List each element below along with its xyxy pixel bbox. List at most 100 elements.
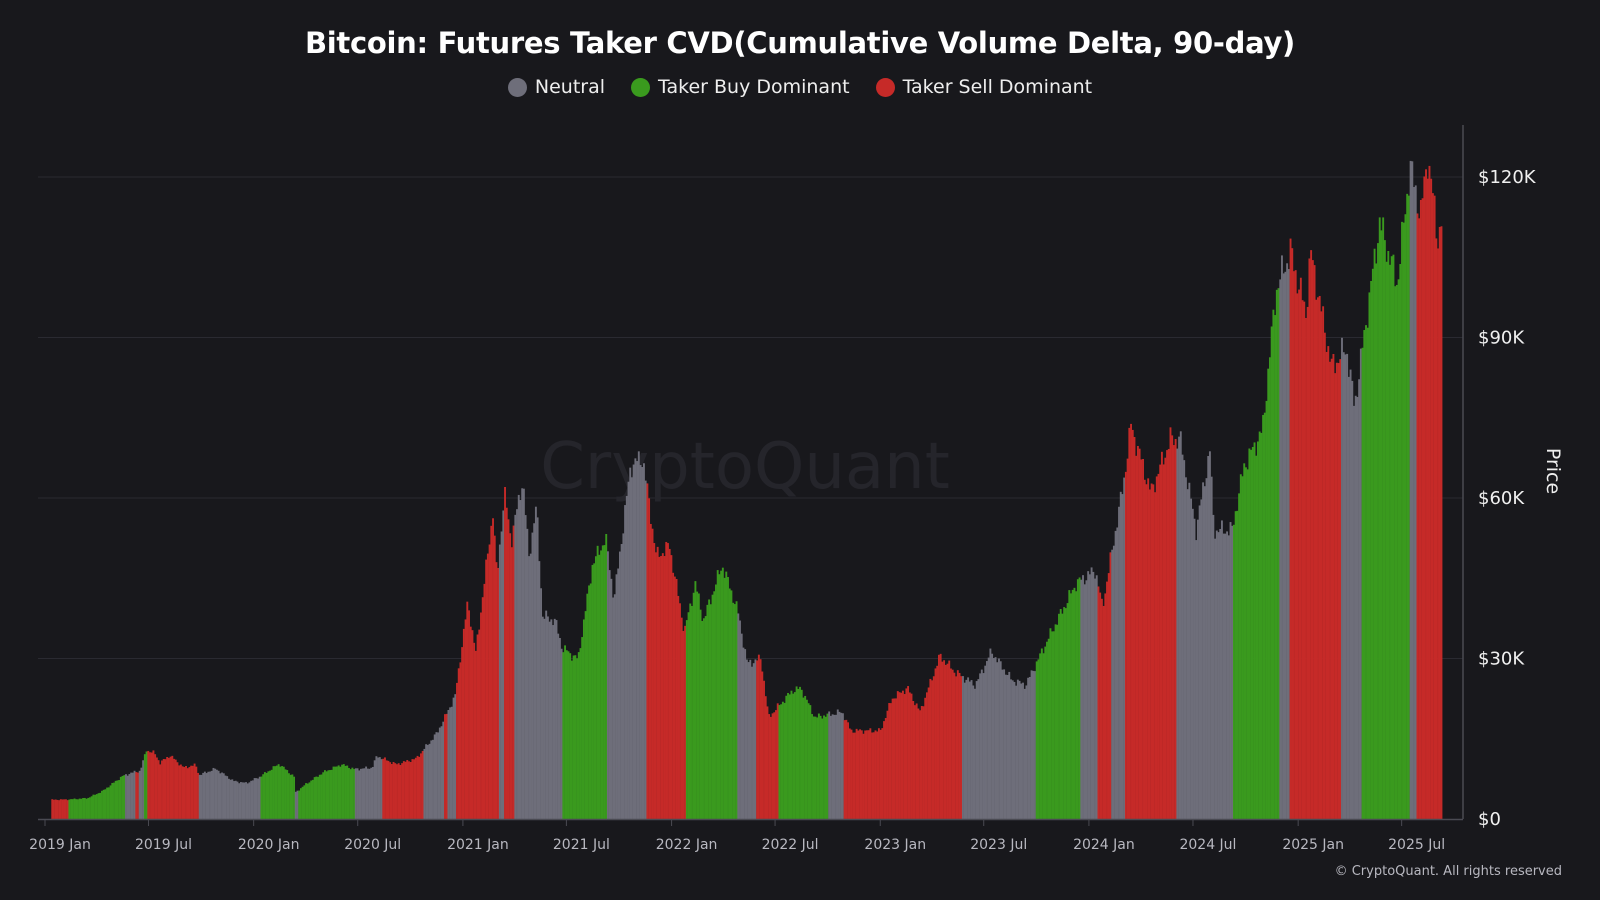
price-bar bbox=[739, 620, 741, 819]
price-bar bbox=[850, 729, 853, 819]
price-bar bbox=[560, 648, 563, 819]
price-bar bbox=[468, 610, 470, 819]
price-bar bbox=[1049, 628, 1052, 819]
price-bar bbox=[207, 771, 210, 819]
price-bar bbox=[1402, 222, 1405, 820]
price-bar bbox=[332, 766, 335, 819]
price-bar bbox=[1116, 527, 1119, 819]
price-bar bbox=[529, 553, 532, 819]
price-bar bbox=[884, 718, 887, 819]
price-bar bbox=[630, 477, 633, 819]
price-bar bbox=[960, 676, 963, 819]
price-bar bbox=[421, 750, 424, 819]
price-bar bbox=[1356, 396, 1359, 819]
price-bar bbox=[682, 630, 685, 819]
price-bar bbox=[531, 532, 534, 819]
price-bar bbox=[1258, 431, 1261, 819]
price-bar bbox=[1020, 683, 1023, 819]
price-bar bbox=[1284, 271, 1287, 819]
price-bar bbox=[1004, 674, 1007, 819]
price-bar bbox=[1222, 533, 1225, 819]
price-bar bbox=[759, 659, 762, 819]
price-bar bbox=[996, 662, 999, 819]
price-bar bbox=[1013, 681, 1016, 819]
price-bar bbox=[816, 717, 819, 819]
price-bar bbox=[1140, 459, 1143, 819]
price-bar bbox=[538, 561, 541, 819]
price-bar bbox=[200, 774, 203, 819]
price-bar bbox=[857, 730, 860, 819]
price-bar bbox=[341, 764, 344, 819]
price-bar bbox=[625, 495, 628, 819]
price-bar bbox=[521, 488, 524, 819]
price-bar bbox=[691, 605, 693, 819]
price-bar bbox=[761, 671, 764, 819]
price-bar bbox=[365, 766, 368, 819]
price-bar bbox=[1058, 613, 1060, 819]
price-bar bbox=[1022, 682, 1024, 819]
price-bar bbox=[334, 766, 337, 819]
price-bar bbox=[1298, 289, 1301, 819]
price-bar bbox=[296, 790, 299, 819]
price-bar bbox=[490, 525, 493, 819]
price-bar bbox=[116, 780, 119, 819]
price-bar bbox=[1106, 581, 1108, 819]
copyright: © CryptoQuant. All rights reserved bbox=[1334, 864, 1562, 879]
price-bar bbox=[1232, 524, 1235, 819]
price-bar bbox=[1370, 281, 1373, 819]
price-bar bbox=[493, 535, 496, 819]
price-bar bbox=[991, 653, 994, 819]
legend-item-buy[interactable]: Taker Buy Dominant bbox=[631, 76, 850, 98]
price-bar bbox=[608, 570, 611, 819]
price-bar bbox=[639, 465, 642, 819]
price-bar bbox=[1255, 455, 1258, 819]
price-bar bbox=[541, 616, 544, 819]
price-bar bbox=[486, 553, 489, 819]
price-bar bbox=[123, 775, 126, 819]
price-bar bbox=[1219, 528, 1222, 819]
price-bar bbox=[128, 774, 131, 819]
price-bar bbox=[209, 771, 211, 819]
price-bar bbox=[164, 759, 167, 819]
price-bar bbox=[366, 768, 369, 819]
price-bar bbox=[322, 772, 325, 819]
price-bar bbox=[1056, 624, 1059, 819]
x-tick-label: 2020 Jul bbox=[344, 837, 401, 853]
price-bar bbox=[121, 775, 124, 819]
price-bar bbox=[1128, 427, 1131, 819]
price-bar bbox=[1214, 538, 1217, 819]
price-bar bbox=[255, 778, 258, 819]
price-bar bbox=[795, 686, 798, 819]
price-bar bbox=[1296, 293, 1299, 819]
price-bar bbox=[1281, 255, 1283, 819]
price-bar bbox=[932, 676, 935, 819]
price-bar bbox=[982, 673, 985, 819]
price-bar bbox=[841, 713, 844, 819]
price-bar bbox=[217, 770, 220, 819]
price-bar bbox=[667, 543, 669, 819]
price-bar bbox=[524, 515, 527, 819]
price-bar bbox=[107, 787, 110, 819]
legend-item-sell[interactable]: Taker Sell Dominant bbox=[875, 76, 1092, 98]
x-tick-label: 2024 Jan bbox=[1073, 837, 1135, 853]
price-bar bbox=[934, 668, 937, 819]
price-bar bbox=[1001, 669, 1004, 819]
price-bar bbox=[445, 713, 448, 819]
chart-title: Bitcoin: Futures Taker CVD(Cumulative Vo… bbox=[304, 26, 1296, 60]
price-bar bbox=[140, 767, 143, 819]
price-bar bbox=[658, 556, 661, 819]
price-bar bbox=[1421, 198, 1424, 819]
price-bar bbox=[584, 611, 587, 819]
price-bar bbox=[756, 660, 759, 819]
price-bar bbox=[785, 695, 788, 819]
legend-item-neutral[interactable]: Neutral bbox=[507, 76, 605, 98]
price-bar bbox=[492, 518, 494, 819]
x-tick-label: 2019 Jan bbox=[29, 837, 91, 853]
price-bar bbox=[1373, 248, 1376, 819]
x-tick-label: 2025 Jul bbox=[1388, 837, 1445, 853]
price-bar bbox=[1188, 482, 1191, 819]
price-bar bbox=[1325, 351, 1328, 819]
price-bar bbox=[176, 762, 179, 819]
price-bar bbox=[596, 545, 599, 819]
price-bar bbox=[363, 768, 366, 819]
